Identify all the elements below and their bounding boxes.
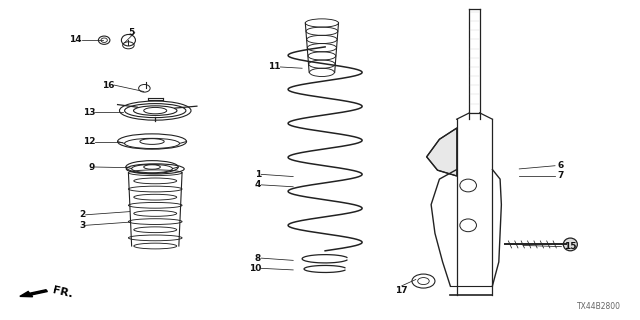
Text: 15: 15 bbox=[564, 242, 577, 251]
Text: 1: 1 bbox=[255, 170, 261, 179]
Text: 16: 16 bbox=[102, 81, 115, 90]
Ellipse shape bbox=[563, 238, 577, 251]
Text: TX44B2800: TX44B2800 bbox=[577, 302, 621, 311]
Text: 8: 8 bbox=[255, 254, 261, 263]
Polygon shape bbox=[427, 128, 457, 176]
Text: 6: 6 bbox=[557, 161, 564, 170]
FancyArrow shape bbox=[20, 290, 47, 297]
Text: 17: 17 bbox=[396, 286, 408, 295]
Text: 7: 7 bbox=[557, 172, 564, 180]
Text: 4: 4 bbox=[255, 180, 261, 189]
Text: 5: 5 bbox=[129, 28, 135, 37]
Text: 10: 10 bbox=[249, 264, 261, 273]
Text: 2: 2 bbox=[79, 210, 86, 219]
Text: 11: 11 bbox=[268, 62, 280, 71]
Text: 3: 3 bbox=[79, 221, 86, 230]
Text: FR.: FR. bbox=[52, 285, 74, 300]
Text: 9: 9 bbox=[89, 163, 95, 172]
Text: 12: 12 bbox=[83, 137, 95, 146]
Text: 14: 14 bbox=[69, 35, 82, 44]
Text: 13: 13 bbox=[83, 108, 95, 117]
